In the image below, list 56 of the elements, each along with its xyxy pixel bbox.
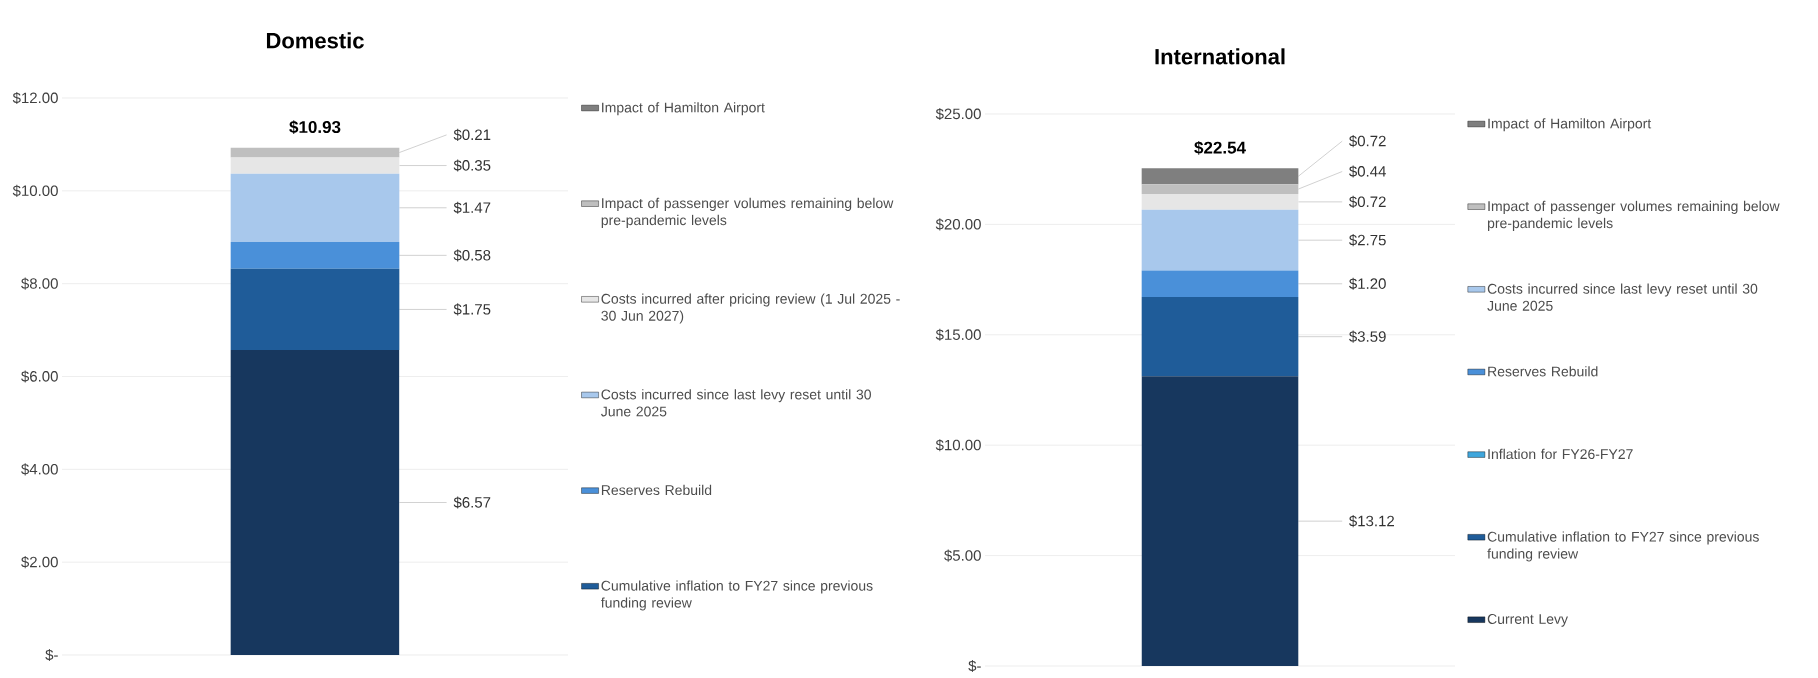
legend-label: Cumulative inflation to FY27 since previous funding review: [601, 580, 873, 611]
legend-label: Current Levy: [1487, 614, 1568, 627]
bar: [1141, 209, 1299, 271]
y-tick-label: $4.00: [21, 463, 58, 476]
data-label: $0.72: [1349, 195, 1386, 208]
y-tick-label: $-: [45, 648, 58, 662]
bar: [1141, 270, 1299, 298]
y-tick-label: $2.00: [21, 556, 58, 569]
legend-label: Impact of Hamilton Airport: [602, 102, 765, 116]
bar: [230, 241, 400, 269]
legend-label: Costs incurred since last levy reset until 30 June 2025: [1487, 283, 1758, 311]
data-label: $2.75: [1349, 234, 1386, 247]
legend-label: Cumulative inflation to FY27 since previous funding review: [1487, 531, 1759, 562]
legend-label: Costs incurred after pricing review (1 Jul 2025 - 30 Jun 2027): [601, 293, 900, 324]
y-tick-label: $6.00: [21, 370, 58, 383]
legend-label: Impact of Hamilton Airport: [1488, 118, 1652, 132]
bar: [230, 147, 400, 158]
total-label: $10.93: [289, 120, 341, 135]
y-tick-label: $20.00: [935, 218, 981, 231]
y-tick-label: $12.00: [12, 91, 58, 105]
bar: [1141, 168, 1299, 185]
data-label: $1.75: [453, 303, 491, 316]
bar: [230, 268, 400, 351]
y-tick-label: $10.00: [12, 184, 58, 197]
y-tick-label: $15.00: [935, 328, 981, 341]
data-label: $3.59: [1349, 330, 1386, 343]
y-tick-label: $10.00: [935, 439, 981, 452]
data-label: $0.72: [1349, 135, 1386, 148]
chart-title: International: [1155, 48, 1285, 65]
legend-label: Inflation for FY26-FY27: [1488, 448, 1633, 460]
legend-label: Impact of passenger volumes remaining below pre-pandemic levels: [601, 197, 894, 228]
total-label: $22.54: [1194, 140, 1246, 155]
bar: [1141, 184, 1299, 194]
legend-label: Reserves Rebuild: [1488, 366, 1598, 377]
bar: [230, 173, 400, 242]
legend-label: Impact of passenger volumes remaining below pre-pandemic levels: [1488, 200, 1780, 231]
data-label: $0.21: [453, 128, 491, 141]
legend-label: Reserves Rebuild: [601, 484, 712, 496]
data-label: $0.35: [453, 159, 491, 172]
legend-label: Costs incurred since last levy reset until 30 June 2025: [601, 389, 871, 417]
y-tick-label: $8.00: [21, 277, 58, 290]
y-tick-label: $25.00: [935, 107, 981, 121]
data-label: $0.44: [1349, 165, 1386, 178]
bar: [1141, 193, 1299, 210]
y-tick-label: $-: [968, 659, 981, 673]
data-label: $0.58: [453, 249, 491, 262]
y-tick-label: $5.00: [944, 549, 981, 562]
bar: [1141, 376, 1299, 666]
data-label: $1.47: [453, 201, 491, 214]
data-label: $6.57: [453, 496, 491, 509]
chart-title: Domestic: [266, 32, 364, 49]
bar: [230, 157, 400, 174]
bar: [230, 350, 400, 655]
bar: [1141, 297, 1299, 377]
data-label: $1.20: [1349, 277, 1386, 290]
data-label: $13.12: [1349, 515, 1394, 528]
